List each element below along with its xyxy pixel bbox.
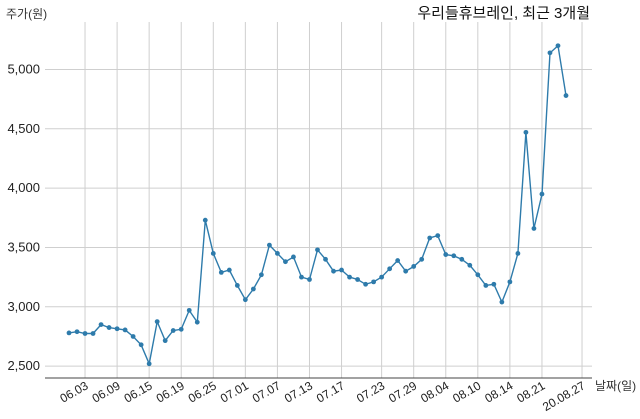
data-point: [355, 277, 360, 282]
data-point: [459, 256, 465, 262]
data-point: [395, 258, 401, 263]
data-point: [114, 326, 120, 332]
data-point: [531, 226, 537, 231]
series-layer: [66, 43, 569, 367]
y-tick-label: 5,000: [7, 61, 40, 76]
x-tick-label: 06.09: [90, 378, 123, 405]
data-point: [210, 251, 216, 256]
data-point: [467, 262, 473, 268]
data-point: [323, 256, 328, 262]
x-tick-label: 20.08.27: [540, 378, 588, 414]
data-point: [170, 328, 176, 333]
x-tick-label: 07.07: [250, 378, 283, 405]
data-point: [154, 319, 160, 325]
data-point: [299, 274, 304, 280]
axis-layer: 2,500 3,000 3,500 4,000 4,500 5,000 06.03 06.09…: [7, 61, 592, 414]
data-point: [363, 281, 368, 287]
data-point: [491, 281, 497, 287]
data-point: [74, 329, 80, 335]
data-point: [275, 251, 280, 256]
data-point: [387, 266, 393, 272]
data-point: [379, 274, 385, 280]
data-point: [186, 307, 192, 313]
data-point: [162, 338, 168, 344]
data-point: [547, 50, 553, 56]
x-tick-label: 07.13: [282, 378, 315, 405]
data-point: [138, 342, 144, 348]
data-point: [411, 264, 417, 269]
data-point: [307, 277, 312, 282]
data-point: [218, 269, 224, 275]
chart-title: 우리들휴브레인, 최근 3개월: [417, 5, 590, 22]
data-point: [250, 286, 256, 292]
x-tick-label: 08.04: [418, 378, 451, 405]
data-point: [267, 242, 272, 248]
data-point: [258, 272, 264, 278]
data-point: [242, 297, 248, 303]
data-point: [315, 247, 320, 253]
data-point: [515, 251, 521, 256]
data-point: [555, 43, 561, 49]
data-point: [451, 253, 457, 259]
grid-layer: [45, 22, 592, 378]
x-tick-label: 06.03: [58, 378, 91, 405]
data-point: [435, 233, 441, 239]
data-point: [178, 326, 184, 332]
data-point: [283, 259, 288, 265]
data-point: [291, 254, 296, 260]
data-point: [234, 283, 240, 288]
x-tick-label: 06.19: [154, 378, 187, 405]
data-point: [106, 325, 112, 330]
data-point: [443, 252, 449, 257]
data-point: [226, 267, 232, 273]
data-point: [339, 267, 344, 273]
y-tick-label: 3,500: [7, 239, 40, 254]
x-tick-label: 07.29: [386, 378, 419, 405]
data-point: [82, 331, 88, 336]
y-tick-label: 4,500: [7, 121, 40, 136]
x-tick-label: 07.23: [354, 378, 387, 405]
x-tick-label: 08.14: [482, 378, 515, 405]
price-line: [68, 44, 567, 367]
x-axis-label: 날짜(일): [595, 379, 636, 393]
x-tick-label: 06.25: [186, 378, 219, 405]
data-point: [347, 274, 352, 280]
x-tick-label: 07.17: [314, 378, 347, 405]
data-point: [66, 330, 72, 336]
data-point: [507, 279, 513, 285]
data-point: [419, 256, 425, 262]
data-point: [483, 283, 489, 288]
data-point: [427, 235, 433, 241]
data-point: [331, 268, 336, 274]
data-point: [130, 334, 136, 339]
data-point: [146, 361, 152, 367]
data-point: [499, 299, 505, 305]
data-point: [90, 331, 96, 336]
x-tick-label: 07.01: [218, 378, 251, 405]
data-point: [194, 319, 200, 325]
y-tick-label: 2,500: [7, 358, 40, 373]
data-point: [371, 279, 377, 285]
y-tick-label: 3,000: [7, 299, 40, 314]
data-point: [563, 93, 569, 98]
data-point: [202, 217, 208, 223]
data-point: [475, 272, 481, 278]
data-point: [122, 327, 128, 333]
data-point: [523, 129, 529, 135]
y-axis-label: 주가(원): [6, 7, 47, 21]
x-tick-label: 08.10: [450, 378, 483, 405]
x-tick-label: 06.15: [122, 378, 155, 405]
y-tick-label: 4,000: [7, 180, 40, 195]
data-point: [403, 268, 409, 274]
data-point: [539, 191, 545, 197]
data-point: [98, 322, 104, 327]
